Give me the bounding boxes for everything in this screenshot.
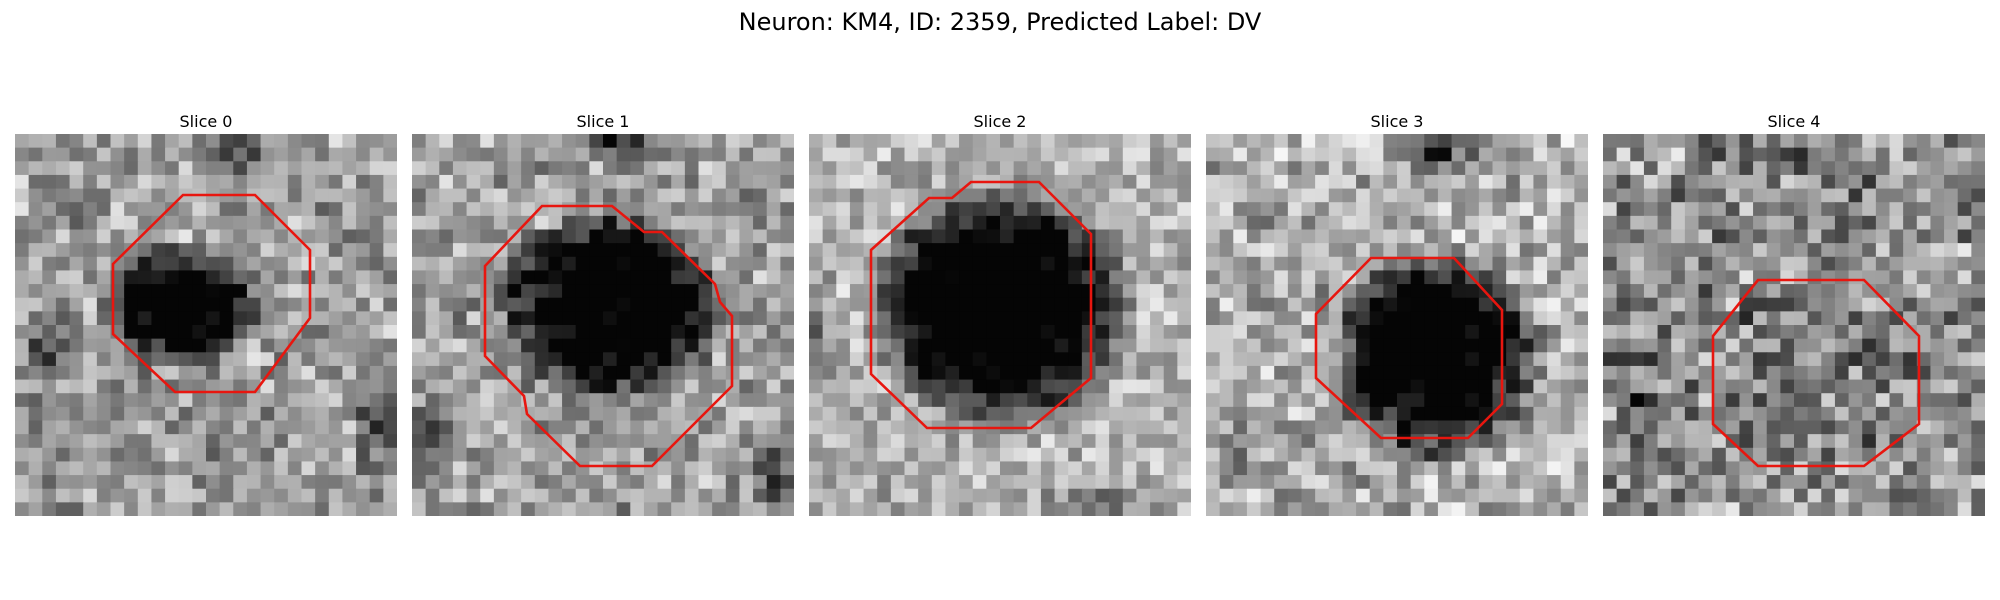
slice-title-2: Slice 2 [973, 112, 1027, 131]
slice-image-3 [1206, 134, 1588, 516]
contour-outline-3 [1314, 256, 1504, 440]
slice-panel-1: Slice 1 [412, 110, 794, 516]
slice-image-0 [15, 134, 397, 516]
slice-panel-3: Slice 3 [1206, 110, 1588, 516]
slice-image-4 [1603, 134, 1985, 516]
slice-panel-4: Slice 4 [1603, 110, 1985, 516]
slice-image-1 [412, 134, 794, 516]
slice-title-4: Slice 4 [1767, 112, 1821, 131]
slice-title-3: Slice 3 [1370, 112, 1424, 131]
slice-title-0: Slice 0 [179, 112, 233, 131]
contour-outline-1 [483, 204, 734, 468]
slice-image-2 [809, 134, 1191, 516]
slice-title-1: Slice 1 [576, 112, 630, 131]
contour-outline-2 [869, 180, 1093, 430]
figure-title: Neuron: KM4, ID: 2359, Predicted Label: … [738, 8, 1262, 36]
contour-outline-4 [1711, 278, 1921, 468]
slice-panel-2: Slice 2 [809, 110, 1191, 516]
contour-outline-0 [111, 193, 312, 394]
slice-panel-0: Slice 0 [15, 110, 397, 516]
